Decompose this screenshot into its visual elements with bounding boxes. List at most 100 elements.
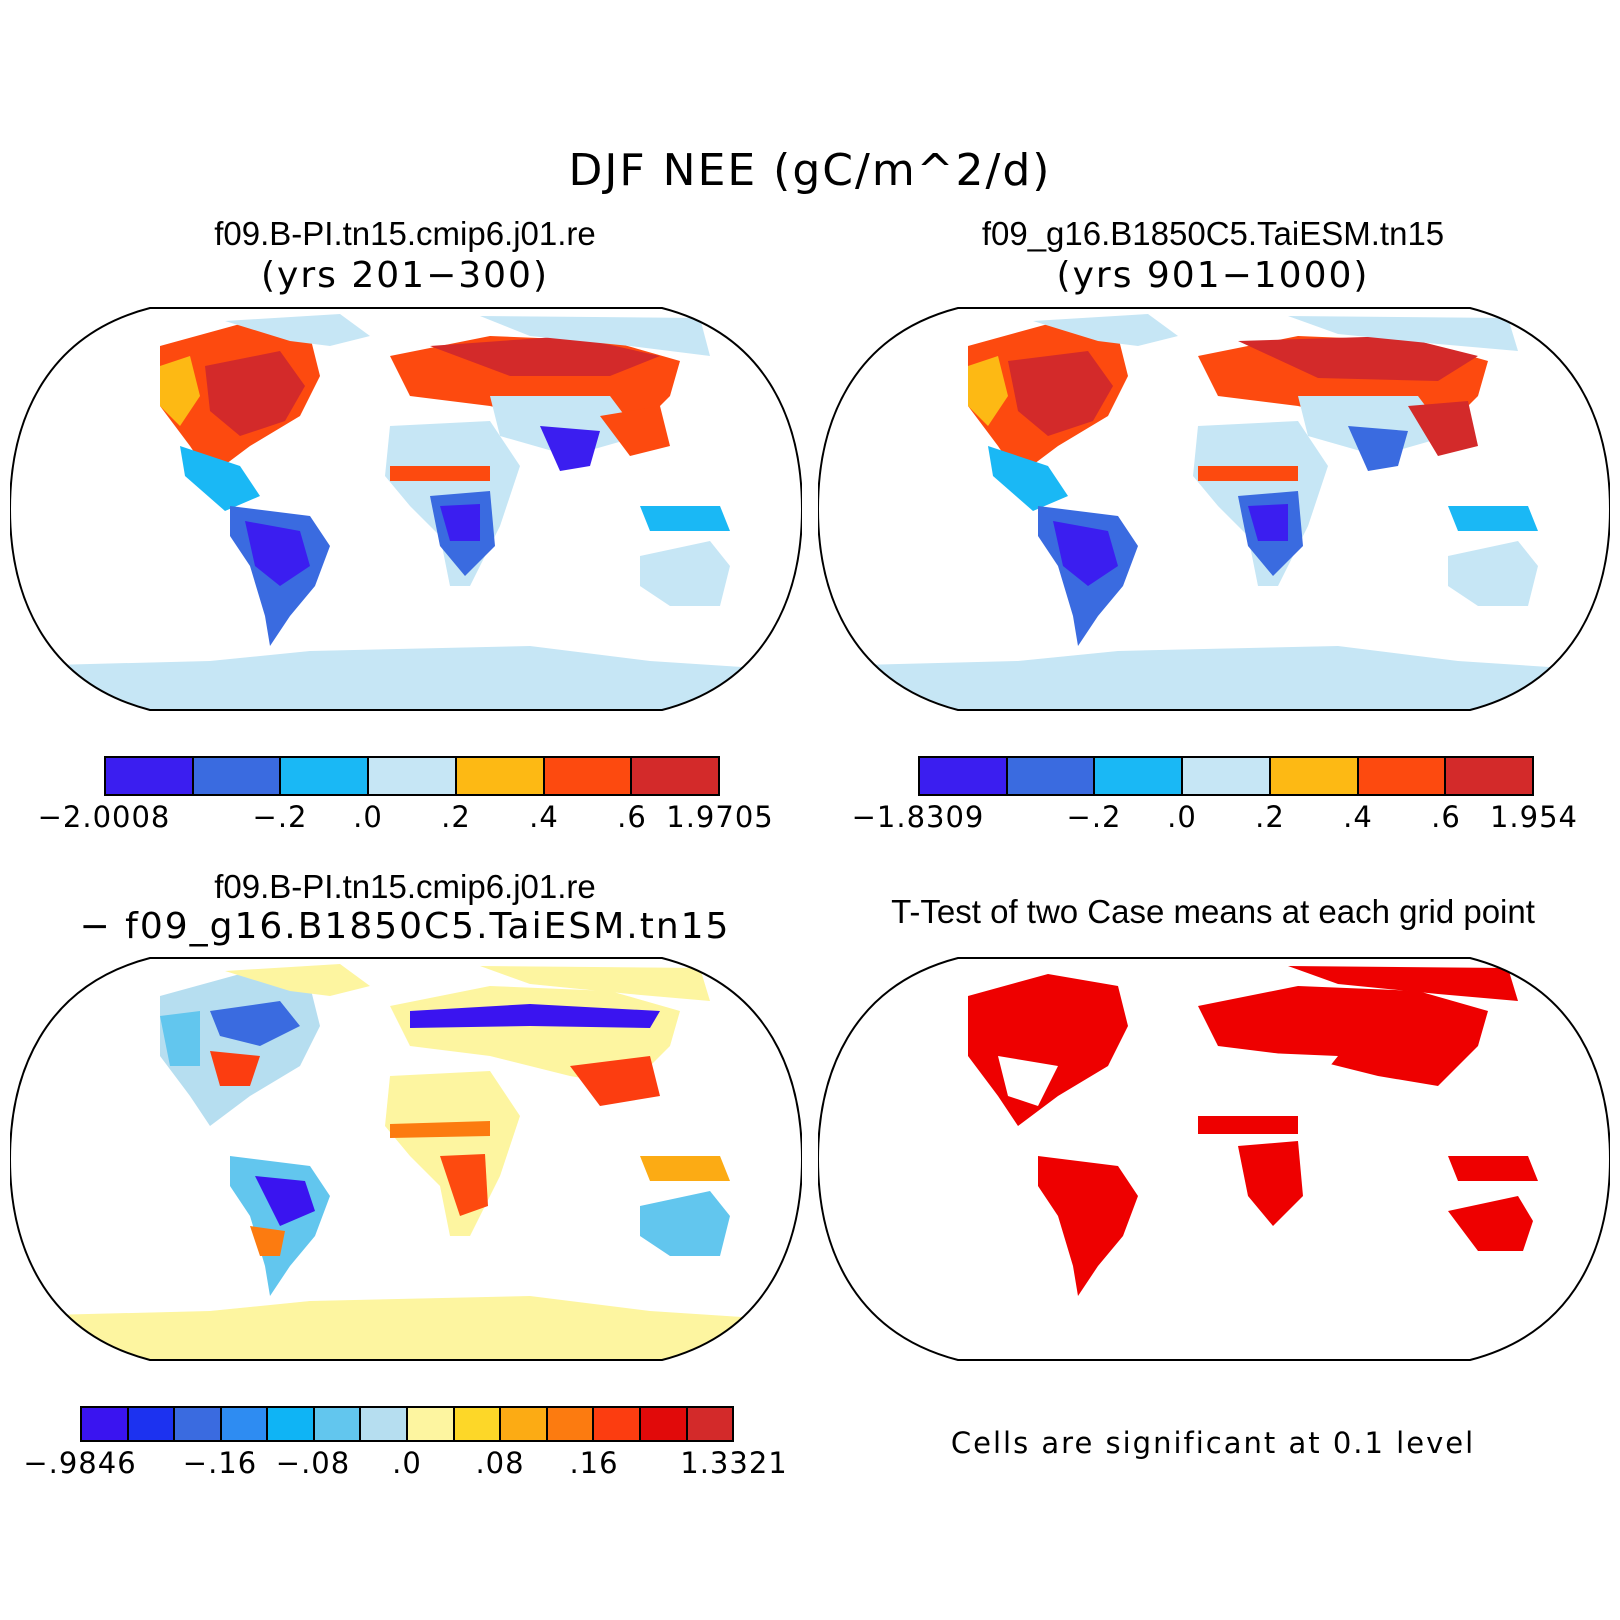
panel2-region-australia [1448, 541, 1538, 606]
panel2-region-india [1348, 426, 1408, 471]
panel2-region-maritime [1448, 506, 1538, 531]
panel2-colorbar-cell [1270, 758, 1359, 794]
panel2-map-border [816, 307, 1612, 711]
panel4-region-southern-africa [1238, 1141, 1303, 1226]
panel3-region-central-africa [440, 1154, 488, 1216]
panel2-region-east-asia [1408, 401, 1478, 456]
panel3-region-us-east [210, 1051, 260, 1086]
panel1-region-congo [440, 504, 480, 541]
panel1-map [8, 306, 804, 712]
panel2-colorbar-label: −.2 [1066, 800, 1122, 834]
panel3-colorbar-cell [594, 1408, 641, 1440]
panel3-region-china [570, 1056, 660, 1106]
panel3-colorbar-cell [221, 1408, 269, 1440]
panel3-colorbar-cell [640, 1408, 688, 1440]
panel3-region-south-brazil [250, 1226, 285, 1256]
panel1-region-amazon [245, 521, 310, 586]
panel1-colorbar-cell [369, 758, 457, 794]
panel1-region-west-na [160, 356, 200, 426]
panel2-colorbar-label: .2 [1255, 800, 1285, 834]
panel3-region-africa [385, 1071, 520, 1236]
panel3-colorbar-cell [547, 1408, 595, 1440]
panel2-region-arctic-na [1033, 314, 1178, 346]
panel2-region-congo [1248, 504, 1288, 541]
panel2-colorbar-label: −1.8309 [851, 800, 985, 834]
panel1-region-boreal [430, 336, 660, 376]
panel2-colorbar-label: .6 [1431, 800, 1461, 834]
panel3-region-boreal-band [410, 1004, 660, 1028]
panel3-subtitle: − f09_g16.B1850C5.TaiESM.tn15 [79, 906, 731, 947]
panel3-region-maritime [640, 1156, 730, 1181]
panel1-subtitle: (yrs 201−300) [261, 255, 549, 296]
panel2-region-antarctica [818, 646, 1610, 710]
panel4-significance-note: Cells are significant at 0.1 level [950, 1426, 1476, 1460]
panel3-map-svg [8, 957, 804, 1361]
panel1-colorbar-cell [456, 758, 545, 794]
panel1-colorbar-cell [544, 758, 633, 794]
panel1-region-australia [640, 541, 730, 606]
panel3-region-amazon [255, 1176, 315, 1226]
panel2-map-svg [816, 307, 1612, 711]
panel2-region-east-na [1008, 351, 1113, 436]
panel2-title: f09_g16.B1850C5.TaiESM.tn15 [981, 215, 1445, 252]
panel4-map-border [816, 957, 1612, 1361]
panel4-region-eurasia [1198, 986, 1488, 1086]
panel1-map-svg [8, 307, 804, 711]
panel3-region-australia [640, 1191, 730, 1256]
panel3-region-antarctica [10, 1296, 802, 1360]
panel3-colorbar-cell [268, 1408, 315, 1440]
panel2-colorbar [918, 756, 1534, 796]
panel2-colorbar-cell [1358, 758, 1447, 794]
panel1-region-east-asia [600, 406, 670, 456]
panel3-region-west-na [160, 1011, 200, 1066]
panel2-colorbar-cell [920, 758, 1008, 794]
panel1-region-siberia [480, 316, 710, 356]
panel4-region-sahel [1198, 1116, 1298, 1134]
panel2-region-west-na [968, 356, 1008, 426]
panel2-region-central-asia [1298, 396, 1448, 456]
panel3-colorbar-cell [175, 1408, 222, 1440]
panel3-colorbar-cell [408, 1408, 455, 1440]
panel2-region-siberia [1288, 316, 1518, 351]
panel3-map-border [8, 957, 804, 1361]
panel1-colorbar-label: .0 [353, 800, 383, 834]
panel1-colorbar [104, 756, 720, 796]
panel3-region-canada [210, 1001, 300, 1046]
panel3-region-sahel [390, 1121, 490, 1138]
panel3-colorbar-cell [501, 1408, 548, 1440]
panel1-title: f09.B-PI.tn15.cmip6.j01.re [214, 215, 596, 252]
panel1-colorbar-cell [106, 758, 194, 794]
figure-title: DJF NEE (gC/m^2/d) [568, 145, 1052, 196]
panel1-region-india [540, 426, 600, 471]
panel2-colorbar-cell [1183, 758, 1271, 794]
panel4-map [816, 956, 1612, 1362]
panel1-colorbar-label: .4 [529, 800, 559, 834]
panel1-map-border [8, 307, 804, 711]
panel4-region-north-america [968, 974, 1128, 1126]
panel2-region-sahel [1198, 466, 1298, 481]
panel3-colorbar-label: .16 [569, 1446, 619, 1480]
panel1-colorbar-label: −.2 [252, 800, 308, 834]
panel1-colorbar-label: .6 [617, 800, 647, 834]
panel2-region-boreal [1238, 336, 1478, 381]
panel3-colorbar-cell [82, 1408, 129, 1440]
panel1-region-antarctica [10, 646, 802, 710]
panel1-colorbar-cell [281, 758, 370, 794]
panel3-region-siberia [480, 966, 710, 1001]
panel2-colorbar-label: 1.954 [1489, 800, 1579, 834]
panel1-region-mexico [180, 446, 260, 511]
panel3-colorbar-label: .0 [392, 1446, 422, 1480]
panel3-colorbar-cell [687, 1408, 733, 1440]
panel3-colorbar-cell [454, 1408, 502, 1440]
panel4-title: T-Test of two Case means at each grid po… [891, 893, 1535, 930]
panel3-region-greenland [225, 964, 370, 996]
panel2-colorbar-cell [1446, 758, 1533, 794]
panel3-colorbar-label: −.16 [182, 1446, 258, 1480]
panel3-title: f09.B-PI.tn15.cmip6.j01.re [214, 868, 596, 905]
panel3-colorbar-cell [128, 1408, 176, 1440]
panel4-region-south-america [1038, 1156, 1138, 1296]
panel3-colorbar-label: −.08 [275, 1446, 351, 1480]
panel4-region-gap-na [998, 1056, 1058, 1106]
panel3-colorbar-label: .08 [475, 1446, 525, 1480]
panel2-colorbar-label: .4 [1343, 800, 1373, 834]
